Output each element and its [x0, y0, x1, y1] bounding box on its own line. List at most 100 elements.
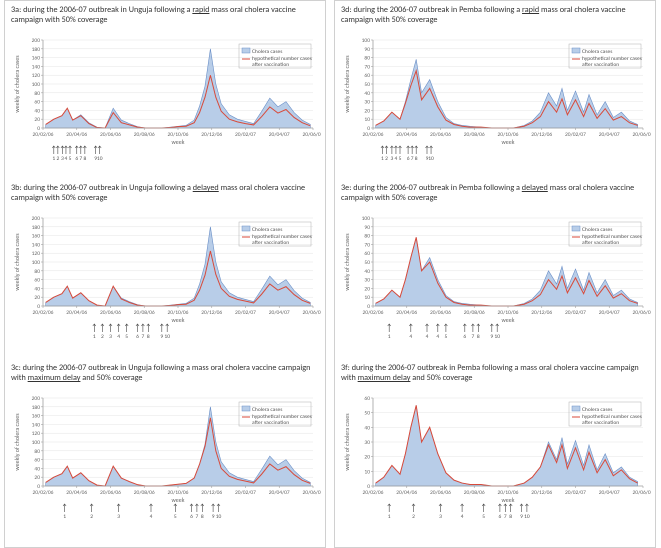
svg-text:140: 140 [32, 64, 41, 70]
svg-text:6: 6 [499, 514, 502, 518]
svg-text:30: 30 [364, 99, 370, 105]
svg-text:8: 8 [415, 156, 418, 160]
svg-text:8: 8 [83, 156, 86, 160]
x-axis-label: week [172, 496, 185, 504]
panel-3a: 3a: during the 2006-07 outbreak in Unguj… [9, 3, 321, 160]
svg-text:20/04/07: 20/04/07 [599, 132, 620, 138]
svg-text:20/02/07: 20/02/07 [235, 490, 256, 496]
caption-underline: delayed [193, 183, 219, 193]
svg-text:10: 10 [97, 156, 103, 160]
svg-text:1: 1 [63, 514, 66, 518]
caption-underline: rapid [522, 5, 539, 15]
svg-text:20: 20 [34, 117, 40, 123]
svg-text:60: 60 [364, 396, 370, 402]
svg-text:10: 10 [364, 469, 370, 475]
caption-e: 3e: during the 2006-07 outbreak in Pemba… [341, 183, 651, 204]
svg-text:3: 3 [439, 514, 442, 518]
svg-text:4: 4 [436, 334, 439, 338]
svg-text:20/06/07: 20/06/07 [303, 490, 321, 496]
panel-3d: 3d: during the 2006-07 outbreak in Pemba… [339, 3, 651, 160]
svg-text:20/06/07: 20/06/07 [303, 310, 321, 316]
svg-text:100: 100 [32, 260, 41, 266]
svg-text:5: 5 [399, 156, 402, 160]
svg-text:20/04/07: 20/04/07 [599, 490, 620, 496]
svg-text:4: 4 [150, 514, 153, 518]
caption-pre: 3e: during the 2006-07 outbreak in Pemba… [341, 183, 522, 193]
x-axis-label: week [172, 138, 185, 146]
svg-text:8: 8 [477, 334, 480, 338]
svg-text:7: 7 [196, 514, 199, 518]
svg-text:20/08/06: 20/08/06 [134, 490, 155, 496]
svg-text:1: 1 [388, 334, 391, 338]
legend-series1: Cholera cases [252, 227, 282, 233]
svg-text:20/12/06: 20/12/06 [531, 490, 552, 496]
svg-text:180: 180 [32, 404, 41, 410]
svg-text:100: 100 [362, 38, 371, 44]
legend-series2: after vaccination [252, 420, 289, 426]
svg-text:20/04/07: 20/04/07 [269, 310, 290, 316]
svg-text:160: 160 [32, 55, 41, 61]
svg-text:5: 5 [445, 334, 448, 338]
caption-c: 3c: during the 2006-07 outbreak in Unguj… [11, 363, 321, 384]
svg-text:20/04/06: 20/04/06 [396, 310, 417, 316]
svg-text:2: 2 [90, 514, 93, 518]
svg-text:10: 10 [164, 334, 170, 338]
svg-text:20/04/07: 20/04/07 [269, 490, 290, 496]
svg-text:160: 160 [32, 233, 41, 239]
chart-holder-b: 02040608010012014016018020020/02/0620/04… [9, 208, 321, 338]
svg-text:20/06/06: 20/06/06 [430, 310, 451, 316]
svg-text:9: 9 [212, 514, 215, 518]
svg-text:20/04/07: 20/04/07 [269, 132, 290, 138]
svg-text:4: 4 [461, 514, 464, 518]
svg-text:3: 3 [391, 156, 394, 160]
svg-text:20/06/07: 20/06/07 [633, 310, 651, 316]
chart-b: 02040608010012014016018020020/02/0620/04… [9, 208, 321, 338]
svg-text:50: 50 [364, 82, 370, 88]
svg-text:40: 40 [34, 108, 40, 114]
chart-holder-f: 010203040506020/02/0620/04/0620/06/0620/… [339, 388, 651, 518]
y-axis-label: weekly of cholera cases [343, 232, 351, 290]
svg-text:90: 90 [364, 46, 370, 52]
svg-text:4: 4 [409, 334, 412, 338]
caption-b: 3b: during the 2006-07 outbreak in Unguj… [11, 183, 321, 204]
legend-series2: after vaccination [252, 62, 289, 68]
cholera-cases-area [376, 59, 638, 128]
svg-text:3: 3 [109, 334, 112, 338]
y-axis-label: weekly of cholera cases [13, 412, 21, 470]
svg-text:30: 30 [364, 277, 370, 283]
svg-text:20/06/06: 20/06/06 [430, 490, 451, 496]
left-column: 3a: during the 2006-07 outbreak in Unguj… [4, 0, 326, 548]
svg-text:20/02/07: 20/02/07 [565, 310, 586, 316]
y-axis-label: weekly of cholera cases [343, 54, 351, 112]
svg-text:20/02/06: 20/02/06 [33, 490, 54, 496]
svg-text:20/02/07: 20/02/07 [235, 310, 256, 316]
svg-text:10: 10 [364, 295, 370, 301]
svg-text:20/04/06: 20/04/06 [396, 132, 417, 138]
x-axis-label: week [502, 316, 515, 324]
svg-text:180: 180 [32, 224, 41, 230]
svg-text:60: 60 [364, 251, 370, 257]
svg-text:100: 100 [32, 440, 41, 446]
svg-text:8: 8 [509, 514, 512, 518]
svg-text:8: 8 [147, 334, 150, 338]
chart-c: 02040608010012014016018020020/02/0620/04… [9, 388, 321, 518]
svg-text:9: 9 [520, 514, 523, 518]
svg-text:4: 4 [395, 156, 398, 160]
svg-text:140: 140 [32, 242, 41, 248]
chart-holder-e: 010203040506070809010020/02/0620/04/0620… [339, 208, 651, 338]
svg-text:200: 200 [32, 216, 41, 222]
caption-pre: 3a: during the 2006-07 outbreak in Unguj… [11, 5, 192, 15]
svg-text:2: 2 [56, 156, 59, 160]
svg-text:20: 20 [34, 475, 40, 481]
svg-text:4: 4 [65, 156, 68, 160]
svg-text:50: 50 [364, 260, 370, 266]
legend-series1: Cholera cases [582, 227, 612, 233]
svg-text:20: 20 [34, 295, 40, 301]
x-axis-label: week [502, 496, 515, 504]
svg-text:4: 4 [117, 334, 120, 338]
svg-text:20/02/07: 20/02/07 [565, 490, 586, 496]
legend-series2: after vaccination [582, 420, 619, 426]
svg-text:5: 5 [482, 514, 485, 518]
svg-text:20/12/06: 20/12/06 [201, 132, 222, 138]
svg-text:40: 40 [34, 466, 40, 472]
